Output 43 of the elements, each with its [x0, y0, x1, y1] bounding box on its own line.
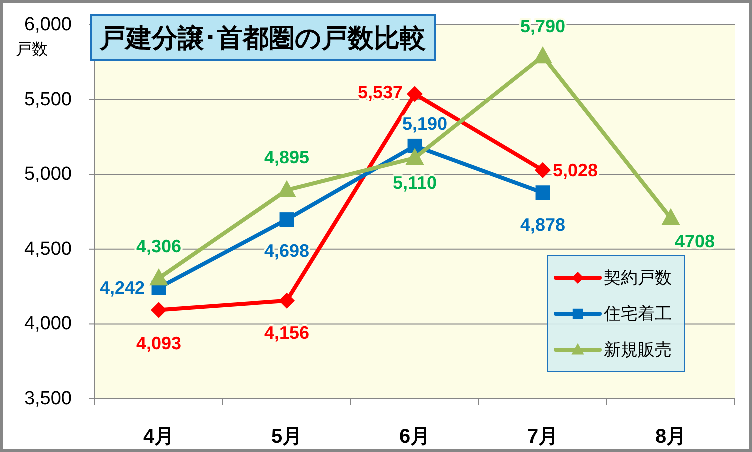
data-label: 5,028	[553, 160, 598, 180]
data-label: 4,242	[100, 278, 145, 298]
point	[534, 46, 552, 64]
data-label: 5,790	[520, 16, 566, 36]
data-label: 4,895	[264, 147, 310, 168]
x-tick-label: 7月	[527, 426, 559, 448]
data-label: 4,878	[520, 214, 566, 235]
data-label: 5,190	[402, 114, 448, 134]
point	[279, 292, 295, 309]
legend-entry: 住宅着工	[554, 304, 672, 324]
point	[662, 208, 680, 226]
x-tick-label: 4月	[143, 426, 175, 448]
y-tick-label: 4,500	[24, 238, 72, 260]
point	[151, 302, 167, 318]
y-tick-label: 6,000	[24, 14, 72, 36]
point	[536, 186, 550, 200]
data-label: 5,110	[392, 173, 438, 194]
data-label: 4,306	[136, 236, 182, 256]
data-label: 4708	[675, 231, 716, 252]
legend-label: 新規販売	[604, 340, 672, 360]
y-tick-label: 4,000	[24, 314, 72, 335]
point	[407, 86, 423, 102]
data-label: 4,156	[264, 322, 310, 343]
y-tick-label: 5,000	[24, 164, 72, 186]
legend-entry: 新規販売	[554, 340, 672, 360]
y-tick-label: 5,500	[24, 89, 72, 110]
chart-title: 戸建分譲･首都圏の戸数比較	[99, 23, 427, 53]
data-label: 4,093	[136, 333, 182, 354]
y-axis-title: 戸数	[16, 42, 48, 58]
x-tick-label: 6月	[399, 426, 431, 448]
legend-label: 契約戸数	[604, 268, 672, 288]
point	[280, 212, 294, 228]
x-tick-label: 8月	[655, 426, 687, 448]
x-tick-label: 5月	[271, 426, 303, 448]
data-label: 4,698	[264, 240, 310, 261]
point	[535, 162, 551, 178]
data-label: 5,537	[358, 82, 403, 102]
title: 戸建分譲･首都圏の戸数比較	[90, 14, 436, 61]
point	[406, 148, 424, 166]
y-tick-label: 3,500	[24, 388, 72, 410]
point	[150, 268, 168, 286]
legend-entry: 契約戸数	[554, 268, 672, 288]
legend-label: 住宅着工	[603, 304, 672, 324]
